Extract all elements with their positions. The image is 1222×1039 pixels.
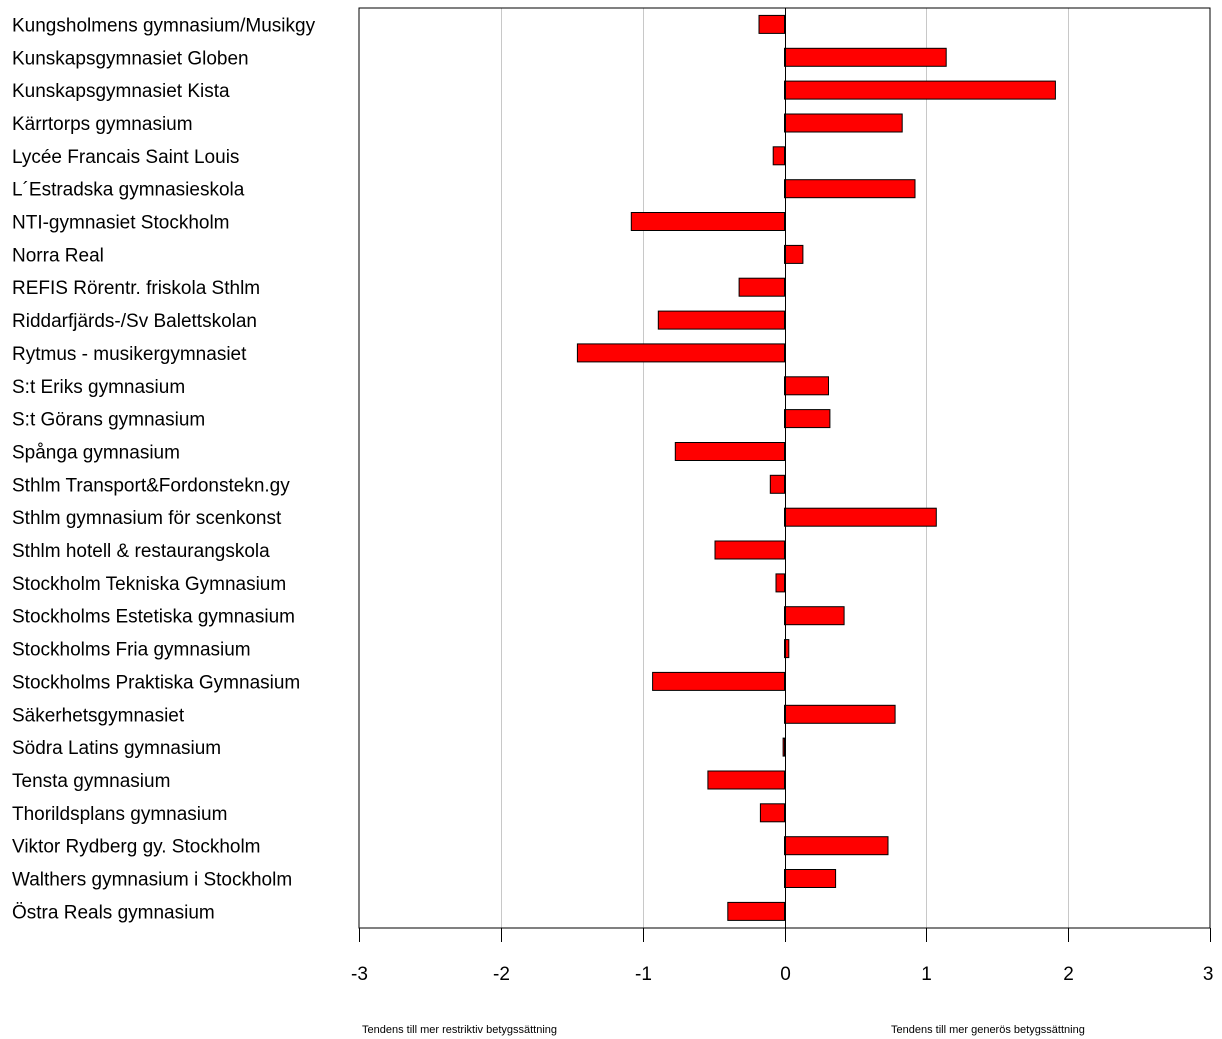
x-tick-label: -1	[635, 964, 652, 985]
category-label: S:t Eriks gymnasium	[12, 377, 185, 398]
category-label: Tensta gymnasium	[12, 771, 170, 792]
bar	[759, 803, 786, 823]
bar	[769, 474, 785, 494]
category-label: L´Estradska gymnasieskola	[12, 180, 245, 201]
bar	[727, 901, 785, 921]
bar	[652, 671, 785, 691]
category-label: Sthlm gymnasium för scenkonst	[12, 508, 282, 529]
category-label: Stockholms Praktiska Gymnasium	[12, 672, 300, 693]
bar	[630, 212, 785, 231]
bar	[784, 80, 1056, 100]
bar	[784, 244, 804, 264]
bar	[772, 146, 786, 166]
grid-lines	[501, 8, 1069, 928]
category-label: S:t Görans gymnasium	[12, 410, 205, 431]
category-labels: Kungsholmens gymnasium/Musikgy Kunskapsgy…	[12, 15, 316, 923]
category-label: Rytmus - musikergymnasiet	[12, 344, 247, 365]
bar	[758, 14, 785, 34]
bar	[784, 113, 903, 133]
bar	[674, 442, 785, 461]
bar	[784, 507, 937, 527]
category-label: Kungsholmens gymnasium/Musikgy	[12, 15, 316, 36]
bar	[784, 869, 837, 888]
category-label: Stockholm Tekniska Gymnasium	[12, 574, 286, 595]
x-tick-label: 0	[780, 964, 791, 985]
category-label: Kunskapsgymnasiet Globen	[12, 48, 249, 69]
bars	[576, 14, 1056, 921]
category-label: NTI-gymnasiet Stockholm	[12, 213, 230, 234]
bar	[707, 770, 786, 790]
x-tick-label: -2	[493, 964, 510, 985]
bar	[784, 704, 896, 724]
bar	[784, 47, 947, 67]
category-label: Norra Real	[12, 245, 104, 266]
category-label: Östra Reals gymnasium	[12, 902, 215, 923]
plot-frame	[358, 7, 1211, 929]
bar	[784, 836, 889, 856]
category-label: Sthlm hotell & restaurangskola	[12, 541, 270, 562]
category-label: Kunskapsgymnasiet Kista	[12, 81, 230, 102]
x-tick-label: 3	[1203, 964, 1214, 985]
category-label: REFIS Rörentr. friskola Sthlm	[12, 278, 260, 299]
bar	[784, 179, 916, 199]
bar	[576, 343, 786, 363]
category-label: Södra Latins gymnasium	[12, 738, 221, 759]
category-label: Stockholms Fria gymnasium	[12, 640, 251, 661]
bar	[775, 573, 785, 593]
category-label: Riddarfjärds-/Sv Balettskolan	[12, 311, 257, 332]
category-label: Sthlm Transport&Fordonstekn.gy	[12, 475, 290, 496]
bar	[714, 540, 785, 560]
annotation-left: Tendens till mer restriktiv betygssättni…	[362, 1024, 557, 1036]
category-label: Lycée Francais Saint Louis	[12, 147, 239, 168]
bar	[657, 310, 785, 330]
x-tick-label: -3	[351, 964, 368, 985]
category-label: Kärrtorps gymnasium	[12, 114, 193, 135]
bar	[784, 409, 831, 429]
x-axis-ticks: -3 -2 -1 0 1 2 3	[351, 928, 1214, 985]
category-label: Säkerhetsgymnasiet	[12, 705, 185, 726]
category-label: Walthers gymnasium i Stockholm	[12, 870, 292, 891]
bar	[784, 639, 790, 659]
bar	[782, 737, 785, 757]
x-tick-label: 1	[921, 964, 932, 985]
bar	[784, 606, 845, 626]
bar	[784, 376, 829, 396]
bar	[738, 277, 785, 297]
category-label: Thorildsplans gymnasium	[12, 804, 227, 825]
category-label: Viktor Rydberg gy. Stockholm	[12, 837, 261, 858]
x-tick-label: 2	[1063, 964, 1074, 985]
category-label: Stockholms Estetiska gymnasium	[12, 607, 295, 628]
annotation-right: Tendens till mer generös betygssättning	[891, 1024, 1085, 1036]
category-label: Spånga gymnasium	[12, 443, 180, 464]
